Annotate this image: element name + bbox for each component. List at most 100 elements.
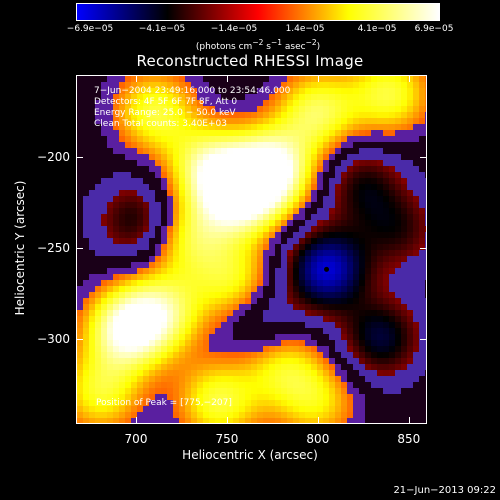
heatmap-cell	[311, 286, 317, 292]
heatmap-cell	[77, 160, 83, 166]
heatmap-cell	[149, 202, 155, 208]
heatmap-cell	[215, 388, 221, 394]
heatmap-cell	[203, 232, 209, 238]
heatmap-cell	[131, 256, 137, 262]
heatmap-cell	[245, 268, 251, 274]
heatmap-cell	[371, 202, 377, 208]
heatmap-cell	[413, 106, 419, 112]
heatmap-cell	[365, 100, 371, 106]
heatmap-cell	[269, 346, 275, 352]
heatmap-cell	[137, 178, 143, 184]
heatmap-cell	[311, 112, 317, 118]
heatmap-cell	[299, 136, 305, 142]
heatmap-cell	[335, 304, 341, 310]
heatmap-cell	[251, 400, 257, 406]
heatmap-cell	[251, 340, 257, 346]
heatmap-cell	[341, 238, 347, 244]
heatmap-cell	[419, 82, 425, 88]
heatmap-cell	[143, 100, 149, 106]
heatmap-cell	[323, 418, 329, 423]
heatmap-cell	[173, 268, 179, 274]
heatmap-cell	[77, 310, 83, 316]
heatmap-cell	[407, 304, 413, 310]
heatmap-cell	[263, 262, 269, 268]
heatmap-cell	[425, 310, 426, 316]
heatmap-cell	[377, 328, 383, 334]
heatmap-cell	[173, 202, 179, 208]
heatmap-cell	[107, 172, 113, 178]
heatmap-cell	[389, 154, 395, 160]
heatmap-cell	[413, 358, 419, 364]
heatmap-cell	[89, 316, 95, 322]
heatmap-cell	[365, 94, 371, 100]
heatmap-cell	[287, 340, 293, 346]
heatmap-cell	[251, 370, 257, 376]
heatmap-cell	[131, 334, 137, 340]
heatmap-cell	[155, 364, 161, 370]
heatmap-cell	[251, 352, 257, 358]
heatmap-cell	[377, 166, 383, 172]
heatmap-cell	[125, 256, 131, 262]
heatmap-cell	[275, 220, 281, 226]
heatmap-cell	[221, 394, 227, 400]
heatmap-cell	[377, 76, 383, 82]
heatmap-cell	[215, 184, 221, 190]
heatmap-cell	[359, 304, 365, 310]
heatmap-cell	[359, 340, 365, 346]
heatmap-cell	[185, 202, 191, 208]
heatmap-cell	[371, 238, 377, 244]
heatmap-cell	[365, 262, 371, 268]
heatmap-cell	[167, 256, 173, 262]
heatmap-cell	[383, 88, 389, 94]
heatmap-cell	[83, 124, 89, 130]
heatmap-cell	[143, 274, 149, 280]
plot-area	[76, 75, 427, 424]
heatmap-cell	[383, 202, 389, 208]
heatmap-cell	[83, 238, 89, 244]
heatmap-cell	[83, 112, 89, 118]
heatmap-cell	[305, 232, 311, 238]
heatmap-cell	[347, 202, 353, 208]
heatmap-cell	[77, 130, 83, 136]
heatmap-cell	[155, 400, 161, 406]
heatmap-cell	[131, 244, 137, 250]
heatmap-cell	[377, 184, 383, 190]
heatmap-cell	[281, 160, 287, 166]
heatmap-cell	[125, 208, 131, 214]
heatmap-cell	[149, 232, 155, 238]
heatmap-cell	[275, 262, 281, 268]
heatmap-cell	[221, 322, 227, 328]
heatmap-cell	[95, 400, 101, 406]
heatmap-cell	[341, 226, 347, 232]
heatmap-cell	[359, 214, 365, 220]
heatmap-cell	[329, 208, 335, 214]
heatmap-cell	[203, 238, 209, 244]
heatmap-cell	[377, 400, 383, 406]
heatmap-cell	[299, 364, 305, 370]
heatmap-cell	[101, 226, 107, 232]
heatmap-cell	[401, 340, 407, 346]
heatmap-cell	[107, 142, 113, 148]
heatmap-cell	[305, 226, 311, 232]
heatmap-cell	[119, 292, 125, 298]
heatmap-cell	[185, 262, 191, 268]
heatmap-cell	[239, 130, 245, 136]
heatmap-cell	[209, 100, 215, 106]
heatmap-cell	[389, 100, 395, 106]
heatmap-cell	[227, 394, 233, 400]
heatmap-cell	[83, 328, 89, 334]
heatmap-cell	[83, 376, 89, 382]
heatmap-cell	[335, 208, 341, 214]
heatmap-cell	[299, 280, 305, 286]
heatmap-cell	[353, 154, 359, 160]
heatmap-cell	[335, 412, 341, 418]
heatmap-cell	[239, 160, 245, 166]
heatmap-cell	[299, 160, 305, 166]
heatmap-cell	[401, 76, 407, 82]
heatmap-cell	[389, 256, 395, 262]
heatmap-cell	[227, 304, 233, 310]
heatmap-cell	[311, 328, 317, 334]
heatmap-cell	[131, 178, 137, 184]
heatmap-cell	[179, 196, 185, 202]
heatmap-cell	[305, 388, 311, 394]
